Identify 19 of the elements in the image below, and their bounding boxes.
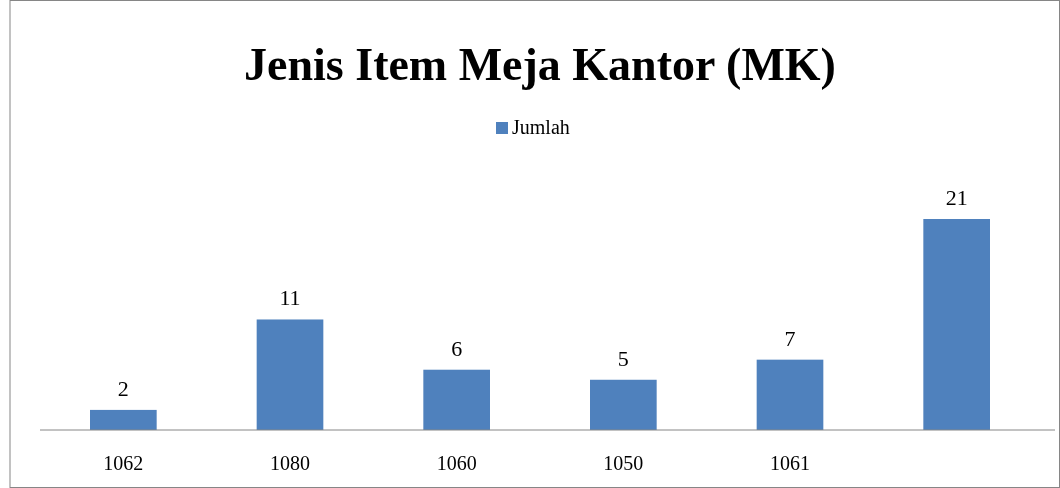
data-label: 2	[117, 375, 129, 401]
data-label: 21	[945, 185, 968, 210]
data-label: 11	[279, 285, 301, 311]
bar	[756, 359, 824, 430]
data-label: 5	[617, 345, 629, 371]
x-tick-label: 1050	[603, 452, 644, 474]
bar	[90, 409, 157, 430]
legend-label: Jumlah	[512, 116, 570, 138]
x-tick-label: 1061	[770, 452, 810, 474]
data-label: 7	[784, 325, 796, 351]
x-tick-label: 1080	[270, 452, 310, 474]
x-tick-label: 1062	[103, 452, 144, 474]
data-label: 6	[451, 335, 463, 361]
bar	[423, 369, 490, 430]
x-tick-label: 1060	[436, 452, 477, 474]
bar	[590, 379, 657, 430]
bar	[923, 219, 990, 430]
chart-title: Jenis Item Meja Kantor (MK)	[244, 39, 836, 90]
bar	[256, 319, 324, 430]
